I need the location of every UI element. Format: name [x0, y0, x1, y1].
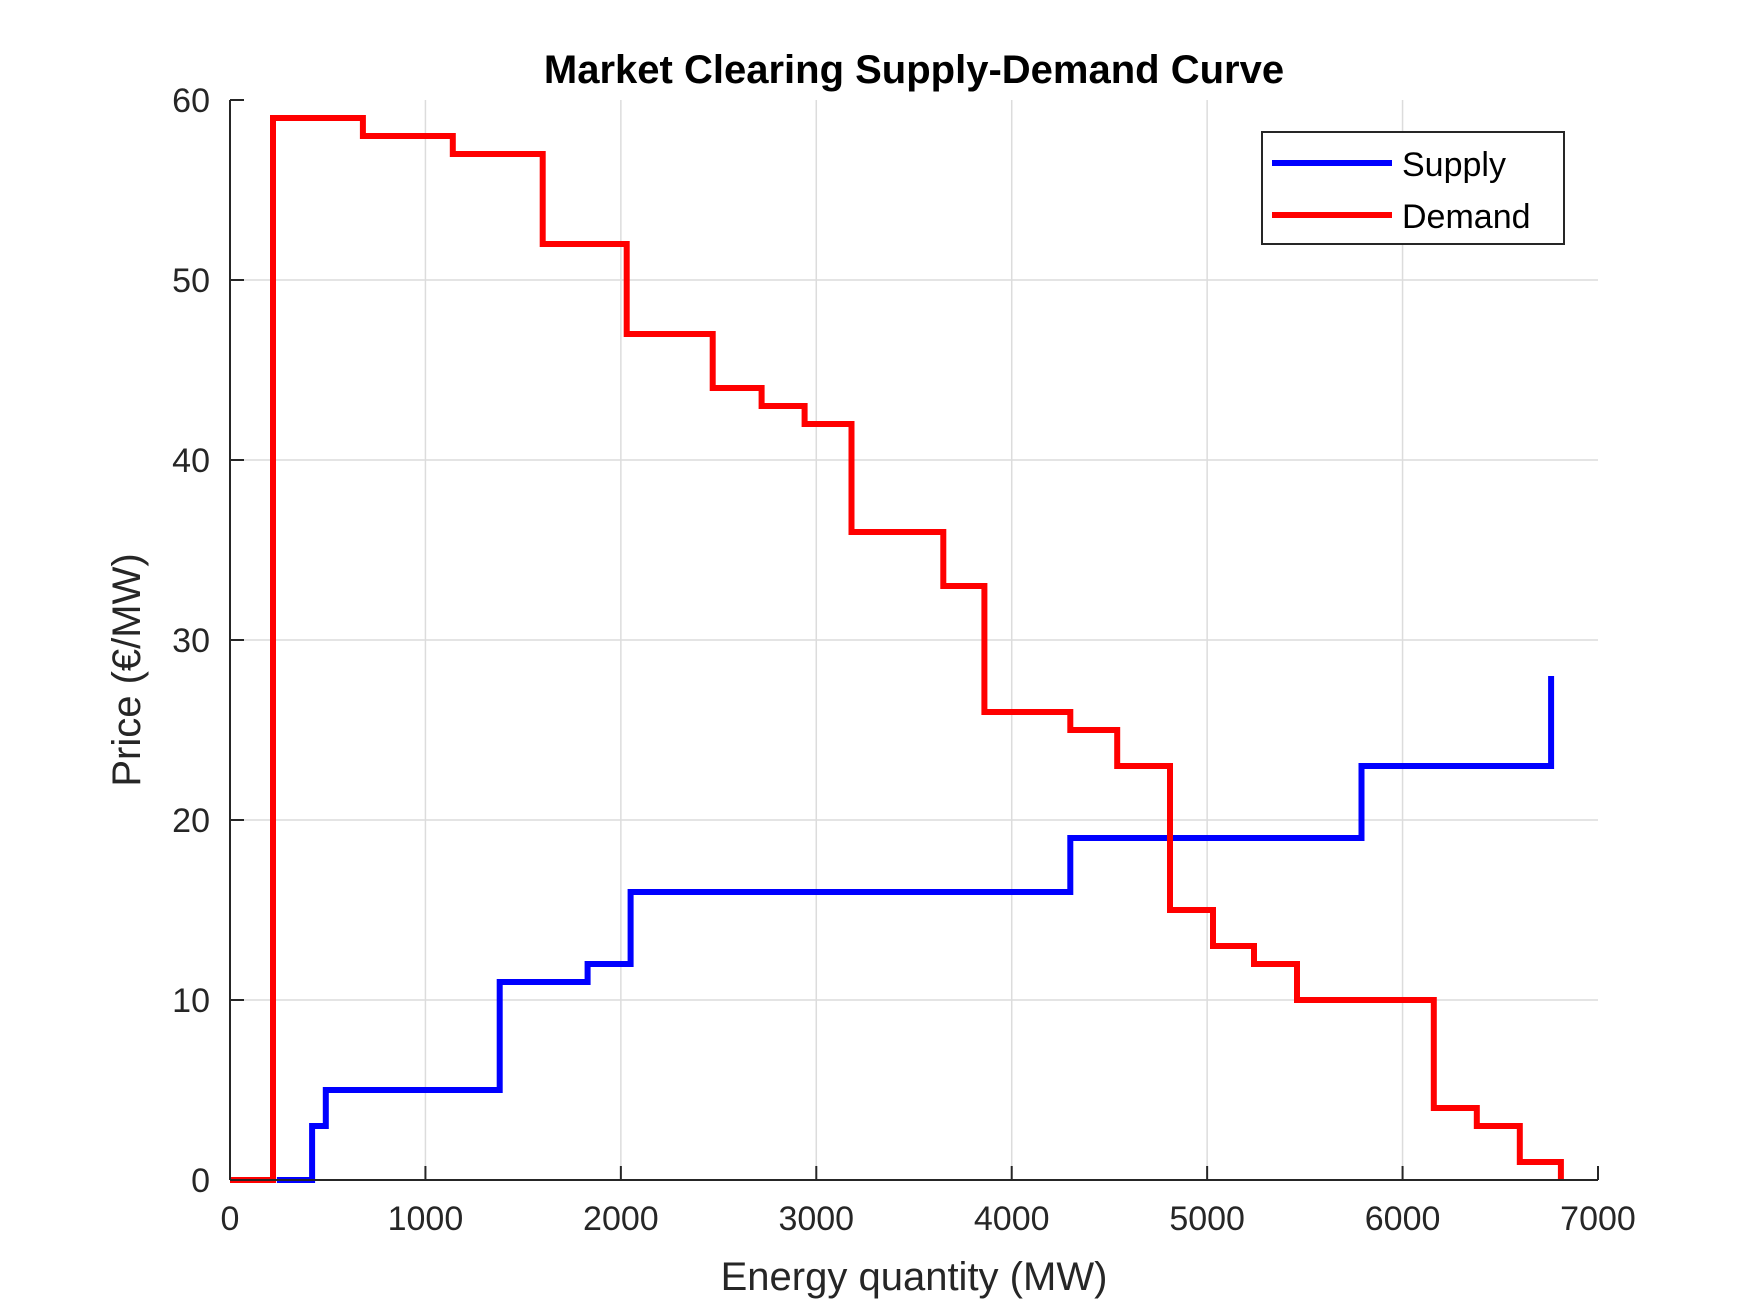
x-tick-label: 3000 [778, 1200, 854, 1238]
x-tick-label: 4000 [974, 1200, 1050, 1238]
tick-labels: 0 1000 2000 3000 4000 5000 6000 7000 0 10 20 30 40 50… [172, 82, 1636, 1238]
series-layer [230, 115, 1564, 1183]
series-line-supply [276, 676, 1555, 1183]
legend-supply-label: Supply [1402, 146, 1506, 184]
chart-title: Market Clearing Supply-Demand Curve [544, 48, 1284, 92]
x-tick-label: 6000 [1365, 1200, 1441, 1238]
legend-box [1261, 131, 1565, 245]
y-axis-label: Price (€/MW) [105, 553, 149, 786]
x-tick-label: 0 [221, 1200, 240, 1238]
x-tick-label: 5000 [1169, 1200, 1245, 1238]
x-axis-label: Energy quantity (MW) [721, 1255, 1108, 1299]
y-tick-label: 20 [172, 802, 210, 840]
y-tick-label: 30 [172, 622, 210, 660]
y-tick-label: 40 [172, 442, 210, 480]
x-tick-label: 2000 [583, 1200, 659, 1238]
legend-demand-label: Demand [1402, 198, 1531, 236]
y-tick-label: 50 [172, 262, 210, 300]
y-tick-label: 60 [172, 82, 210, 120]
series-line-demand [230, 115, 1564, 1183]
grid [230, 100, 1598, 1180]
y-tick-label: 0 [191, 1162, 210, 1200]
x-tick-label: 7000 [1560, 1200, 1636, 1238]
x-tick-label: 1000 [388, 1200, 464, 1238]
axes [229, 99, 1599, 1181]
y-tick-label: 10 [172, 982, 210, 1020]
legend: Supply Demand [1261, 131, 1565, 245]
